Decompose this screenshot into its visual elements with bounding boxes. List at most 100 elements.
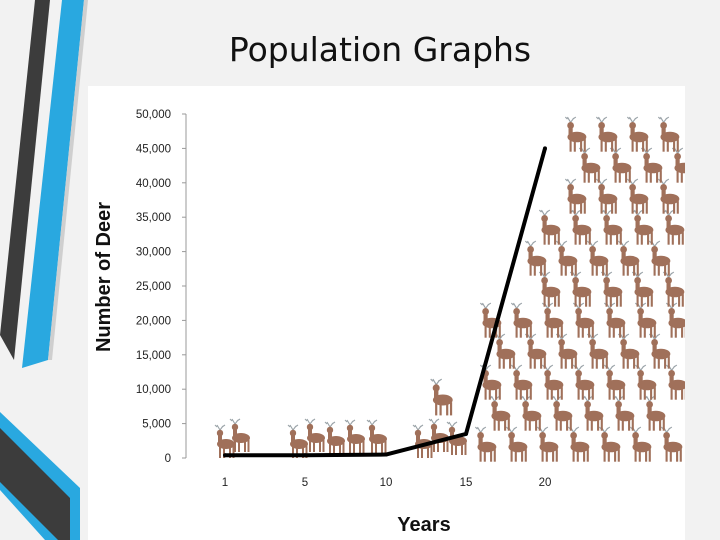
deer-icon [665,302,685,339]
x-tick-label: 15 [460,477,473,489]
population-data-point [464,431,468,436]
deer-icon [665,364,685,401]
deer-icon [595,116,618,153]
deer-icon [567,426,590,463]
x-tick-label: 1 [222,477,228,489]
deer-icon [586,333,609,370]
deer-icon [519,395,542,432]
deer-icon [617,240,640,277]
y-tick-label: 15,000 [136,350,171,362]
deer-icon [643,395,666,432]
deer-icon [600,209,623,246]
deer-icon [538,271,561,308]
deer-illustrations [214,116,685,463]
deer-icon [662,271,685,308]
population-line [223,146,547,458]
deer-icon [564,116,587,153]
deer-icon [569,271,592,308]
deer-icon [344,419,366,454]
y-tick-label: 10,000 [136,384,171,396]
deer-icon [603,364,626,401]
deer-icon [617,333,640,370]
x-axis-title: Years [397,514,450,536]
deer-icon [430,378,454,417]
y-tick-label: 20,000 [136,315,171,327]
population-data-point [543,146,547,151]
deer-icon [541,364,564,401]
deer-icon [629,426,652,463]
y-tick-label: 35,000 [136,212,171,224]
left-light-bar [48,0,88,360]
deer-icon [626,116,649,153]
deer-icon [626,178,649,215]
deer-icon [510,364,533,401]
deer-icon [612,395,635,432]
y-tick-label: 40,000 [136,178,171,190]
deer-icon [581,395,604,432]
deer-icon [536,426,559,463]
deer-icon [474,426,497,463]
deer-icon [631,209,654,246]
deer-icon [510,302,533,339]
deer-icon [555,333,578,370]
deer-icon [572,364,595,401]
deer-icon [572,302,595,339]
y-tick-label: 30,000 [136,247,171,259]
deer-icon [550,395,573,432]
deer-icon [640,147,663,184]
left-gray-bar [0,0,50,360]
population-data-point [384,452,388,457]
y-tick-label: 50,000 [136,109,171,121]
deer-population-chart: 0 5,000 10,000 15,000 20,000 25,000 30,000 35,0… [93,109,685,536]
x-tick-label: 10 [380,477,393,489]
deer-icon [657,178,680,215]
deer-icon [586,240,609,277]
x-tick-label: 5 [302,477,308,489]
deer-icon [609,147,632,184]
deer-icon [671,147,685,184]
population-series-line [225,147,547,458]
chart-panel: 0 5,000 10,000 15,000 20,000 25,000 30,000 35,0… [88,86,685,540]
deer-icon [569,209,592,246]
deer-icon [660,426,683,463]
deer-icon [287,424,309,459]
deer-icon [662,209,685,246]
population-data-point [223,453,227,458]
deer-icon [555,240,578,277]
bottom-gray-band [0,428,70,540]
deer-icon [488,395,511,432]
deer-icon [603,302,626,339]
deer-icon [214,424,236,459]
deer-icon [541,302,564,339]
y-tick-label: 45,000 [136,143,171,155]
y-tick-label: 5,000 [142,419,171,431]
deer-icon [538,209,561,246]
deer-icon [657,116,680,153]
slide-title: Population Graphs [228,30,532,69]
deer-icon [366,419,388,454]
deer-icon [631,271,654,308]
deer-icon [648,333,671,370]
deer-icon [598,426,621,463]
deer-icon [505,426,528,463]
y-axis-title: Number of Deer [93,202,115,352]
deer-icon [595,178,618,215]
y-tick-label: 0 [165,453,171,465]
deer-icon [324,421,346,456]
deer-icon [524,333,547,370]
x-tick-label: 20 [539,477,552,489]
deer-icon [524,240,547,277]
y-tick-label: 25,000 [136,281,171,293]
deer-icon [564,178,587,215]
deer-icon [634,364,657,401]
population-data-point [303,453,307,458]
y-axis: 0 5,000 10,000 15,000 20,000 25,000 30,000 35,0… [136,109,552,489]
deer-icon [634,302,657,339]
deer-icon [600,271,623,308]
deer-icon [648,240,671,277]
deer-icon [304,418,326,453]
deer-icon [493,333,516,370]
left-blue-bar [22,0,84,368]
deer-icon [578,147,601,184]
